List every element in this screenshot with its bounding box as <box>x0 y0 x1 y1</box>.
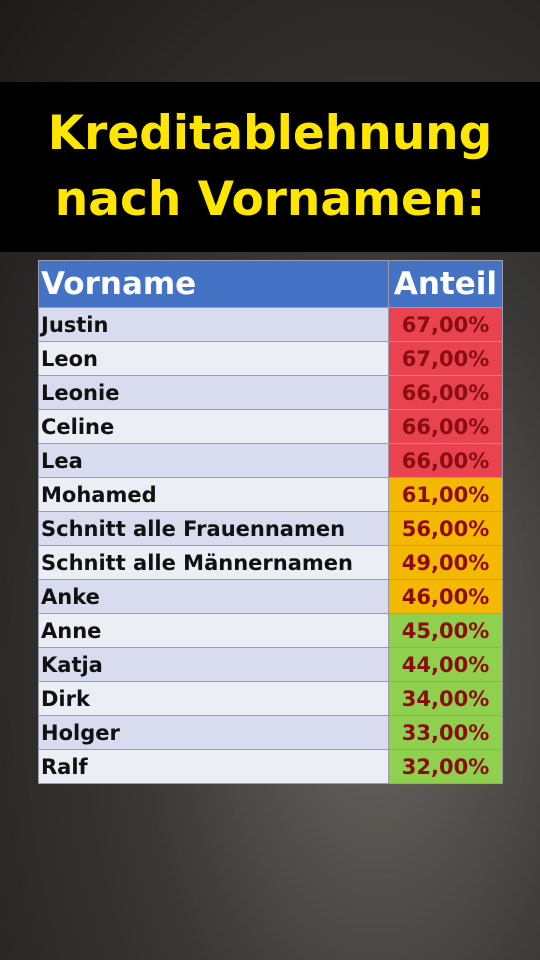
table-row: Celine 66,00% <box>38 409 503 444</box>
value-cell: 56,00% <box>388 511 503 546</box>
table-row: Dirk 34,00% <box>38 681 503 716</box>
value-cell: 32,00% <box>388 749 503 784</box>
name-cell: Celine <box>38 409 389 444</box>
name-cell: Schnitt alle Frauennamen <box>38 511 389 546</box>
name-cell: Anke <box>38 579 389 614</box>
name-cell: Dirk <box>38 681 389 716</box>
table-row: Schnitt alle Männernamen 49,00% <box>38 545 503 580</box>
header-row: Vorname Anteil <box>38 260 503 308</box>
title-line: nach Vornamen: <box>54 172 486 227</box>
table-row: Katja 44,00% <box>38 647 503 682</box>
value-cell: 46,00% <box>388 579 503 614</box>
table-row: Schnitt alle Frauennamen 56,00% <box>38 511 503 546</box>
table: Vorname Anteil Justin 67,00% Leon 67,00% Leo… <box>38 260 503 784</box>
value-cell: 45,00% <box>388 613 503 648</box>
value-cell: 66,00% <box>388 443 503 478</box>
value-cell: 44,00% <box>388 647 503 682</box>
column-header: Anteil <box>388 260 503 308</box>
title-banner: Kreditablehnung nach Vornamen: <box>0 82 540 252</box>
name-cell: Lea <box>38 443 389 478</box>
table-row: Justin 67,00% <box>38 307 503 342</box>
name-cell: Mohamed <box>38 477 389 512</box>
name-cell: Schnitt alle Männernamen <box>38 545 389 580</box>
name-cell: Katja <box>38 647 389 682</box>
table-row: Leonie 66,00% <box>38 375 503 410</box>
table-row: Lea 66,00% <box>38 443 503 478</box>
value-cell: 66,00% <box>388 375 503 410</box>
name-cell: Ralf <box>38 749 389 784</box>
table-row: Anke 46,00% <box>38 579 503 614</box>
table-row: Holger 33,00% <box>38 715 503 750</box>
table-row: Leon 67,00% <box>38 341 503 376</box>
name-cell: Anne <box>38 613 389 648</box>
value-cell: 66,00% <box>388 409 503 444</box>
value-cell: 61,00% <box>388 477 503 512</box>
value-cell: 67,00% <box>388 307 503 342</box>
title-line: Kreditablehnung <box>47 106 493 161</box>
name-cell: Leon <box>38 341 389 376</box>
value-cell: 67,00% <box>388 341 503 376</box>
name-cell: Leonie <box>38 375 389 410</box>
value-cell: 34,00% <box>388 681 503 716</box>
value-cell: 49,00% <box>388 545 503 580</box>
name-cell: Justin <box>38 307 389 342</box>
value-cell: 33,00% <box>388 715 503 750</box>
table-row: Anne 45,00% <box>38 613 503 648</box>
name-cell: Holger <box>38 715 389 750</box>
table-row: Mohamed 61,00% <box>38 477 503 512</box>
table-row: Ralf 32,00% <box>38 749 503 784</box>
column-header: Vorname <box>38 260 389 308</box>
